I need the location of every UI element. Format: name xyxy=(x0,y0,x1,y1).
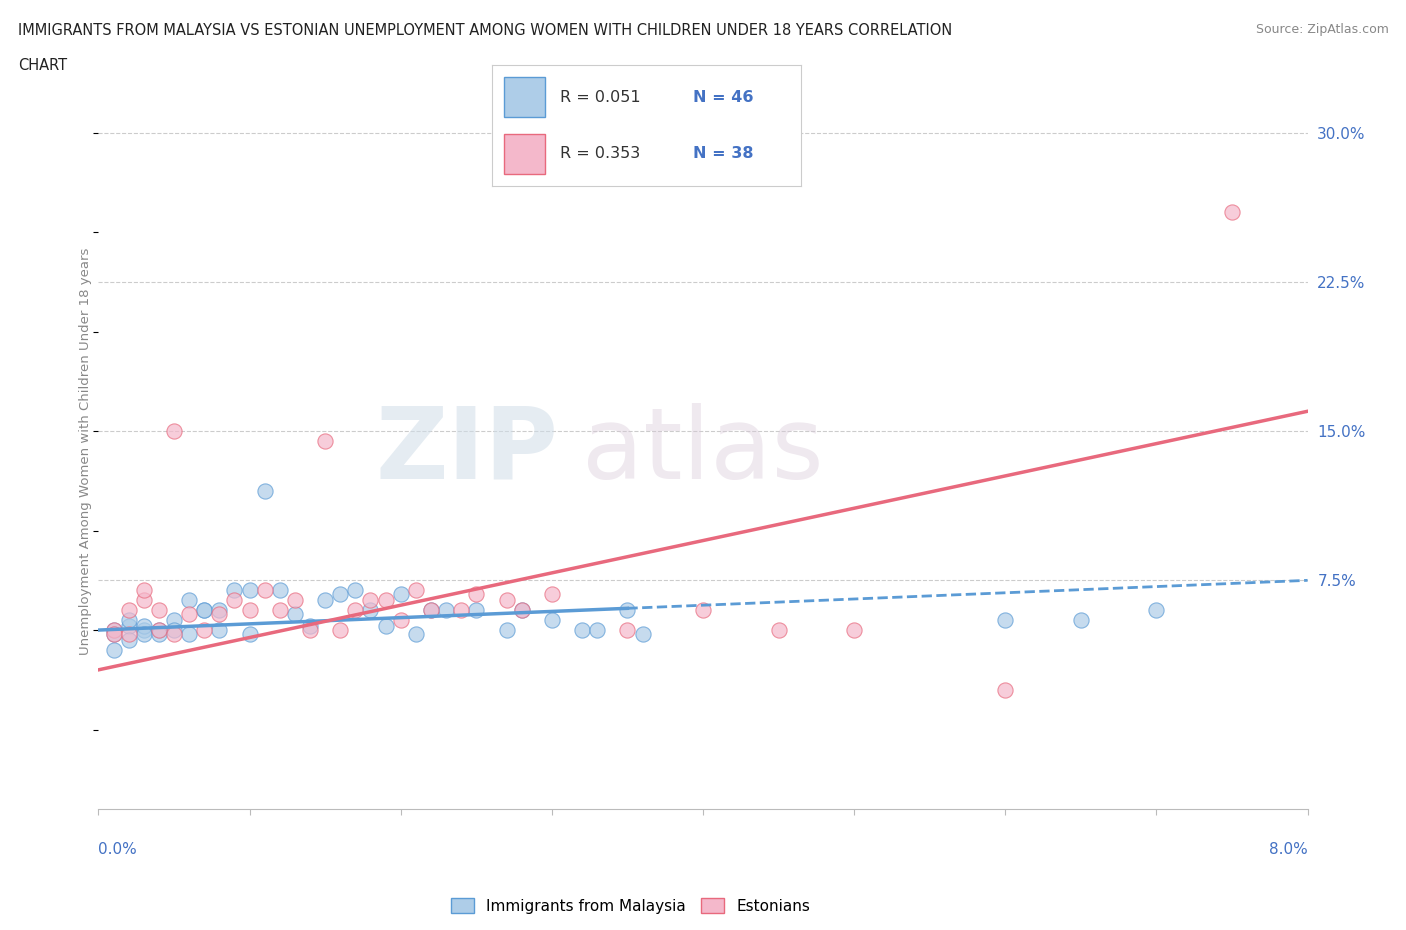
Text: 0.0%: 0.0% xyxy=(98,842,138,857)
Point xyxy=(103,623,125,638)
Point xyxy=(420,603,443,618)
Point xyxy=(344,583,367,598)
Point xyxy=(495,592,517,607)
Point xyxy=(148,627,170,642)
Point xyxy=(329,587,352,602)
Point xyxy=(692,603,714,618)
Point xyxy=(314,592,336,607)
Point xyxy=(208,603,231,618)
Point xyxy=(768,623,790,638)
Point xyxy=(299,618,322,633)
Point xyxy=(239,603,262,618)
Point xyxy=(374,592,396,607)
Text: N = 38: N = 38 xyxy=(693,146,754,161)
Point xyxy=(132,618,155,633)
Point xyxy=(1070,613,1092,628)
Point xyxy=(103,627,125,642)
Point xyxy=(179,592,201,607)
Point xyxy=(253,583,276,598)
Point xyxy=(1146,603,1168,618)
Point xyxy=(450,603,472,618)
Point xyxy=(193,623,215,638)
Point xyxy=(118,627,141,642)
Point xyxy=(510,603,533,618)
Text: 8.0%: 8.0% xyxy=(1268,842,1308,857)
Point xyxy=(224,583,246,598)
Text: R = 0.051: R = 0.051 xyxy=(560,90,641,105)
Point xyxy=(844,623,866,638)
Point xyxy=(284,606,307,621)
Point xyxy=(118,618,141,633)
Text: CHART: CHART xyxy=(18,58,67,73)
Point xyxy=(314,433,336,448)
Point xyxy=(1220,205,1243,219)
Point xyxy=(374,618,396,633)
Point xyxy=(239,583,262,598)
Point xyxy=(405,627,427,642)
Point xyxy=(132,583,155,598)
Point xyxy=(329,623,352,638)
Point xyxy=(224,592,246,607)
Point xyxy=(284,592,307,607)
Point xyxy=(631,627,654,642)
Point xyxy=(103,643,125,658)
Point xyxy=(465,603,488,618)
Point xyxy=(586,623,609,638)
Bar xyxy=(505,134,544,174)
Point xyxy=(495,623,517,638)
Text: R = 0.353: R = 0.353 xyxy=(560,146,640,161)
Point xyxy=(148,603,170,618)
Point xyxy=(132,623,155,638)
Point xyxy=(132,627,155,642)
Point xyxy=(253,484,276,498)
Point xyxy=(208,606,231,621)
Point xyxy=(118,603,141,618)
Point xyxy=(208,623,231,638)
Point xyxy=(103,627,125,642)
Point xyxy=(179,627,201,642)
Point xyxy=(360,603,382,618)
Point xyxy=(389,613,412,628)
Point xyxy=(571,623,593,638)
Point xyxy=(118,613,141,628)
Point xyxy=(163,424,186,439)
Point xyxy=(132,592,155,607)
Text: IMMIGRANTS FROM MALAYSIA VS ESTONIAN UNEMPLOYMENT AMONG WOMEN WITH CHILDREN UNDE: IMMIGRANTS FROM MALAYSIA VS ESTONIAN UNE… xyxy=(18,23,952,38)
Text: N = 46: N = 46 xyxy=(693,90,754,105)
Point xyxy=(118,632,141,647)
Point xyxy=(616,603,638,618)
Point xyxy=(465,587,488,602)
Text: ZIP: ZIP xyxy=(375,403,558,499)
Bar xyxy=(505,77,544,117)
Point xyxy=(541,613,564,628)
Point xyxy=(269,583,291,598)
Point xyxy=(193,603,215,618)
Y-axis label: Unemployment Among Women with Children Under 18 years: Unemployment Among Women with Children U… xyxy=(79,247,91,655)
Point xyxy=(148,623,170,638)
Point xyxy=(163,613,186,628)
Point xyxy=(148,623,170,638)
Point xyxy=(344,603,367,618)
Text: Source: ZipAtlas.com: Source: ZipAtlas.com xyxy=(1256,23,1389,36)
Point xyxy=(163,627,186,642)
Point xyxy=(389,587,412,602)
Point xyxy=(420,603,443,618)
Point xyxy=(269,603,291,618)
Point xyxy=(994,683,1017,698)
Point xyxy=(541,587,564,602)
Point xyxy=(510,603,533,618)
Point xyxy=(239,627,262,642)
Point xyxy=(193,603,215,618)
Point xyxy=(360,592,382,607)
Legend: Immigrants from Malaysia, Estonians: Immigrants from Malaysia, Estonians xyxy=(444,892,815,920)
Point xyxy=(434,603,457,618)
Point xyxy=(299,623,322,638)
Point xyxy=(103,623,125,638)
Point xyxy=(994,613,1017,628)
Point xyxy=(179,606,201,621)
Point xyxy=(616,623,638,638)
Point xyxy=(405,583,427,598)
Point xyxy=(163,623,186,638)
Text: atlas: atlas xyxy=(582,403,824,499)
